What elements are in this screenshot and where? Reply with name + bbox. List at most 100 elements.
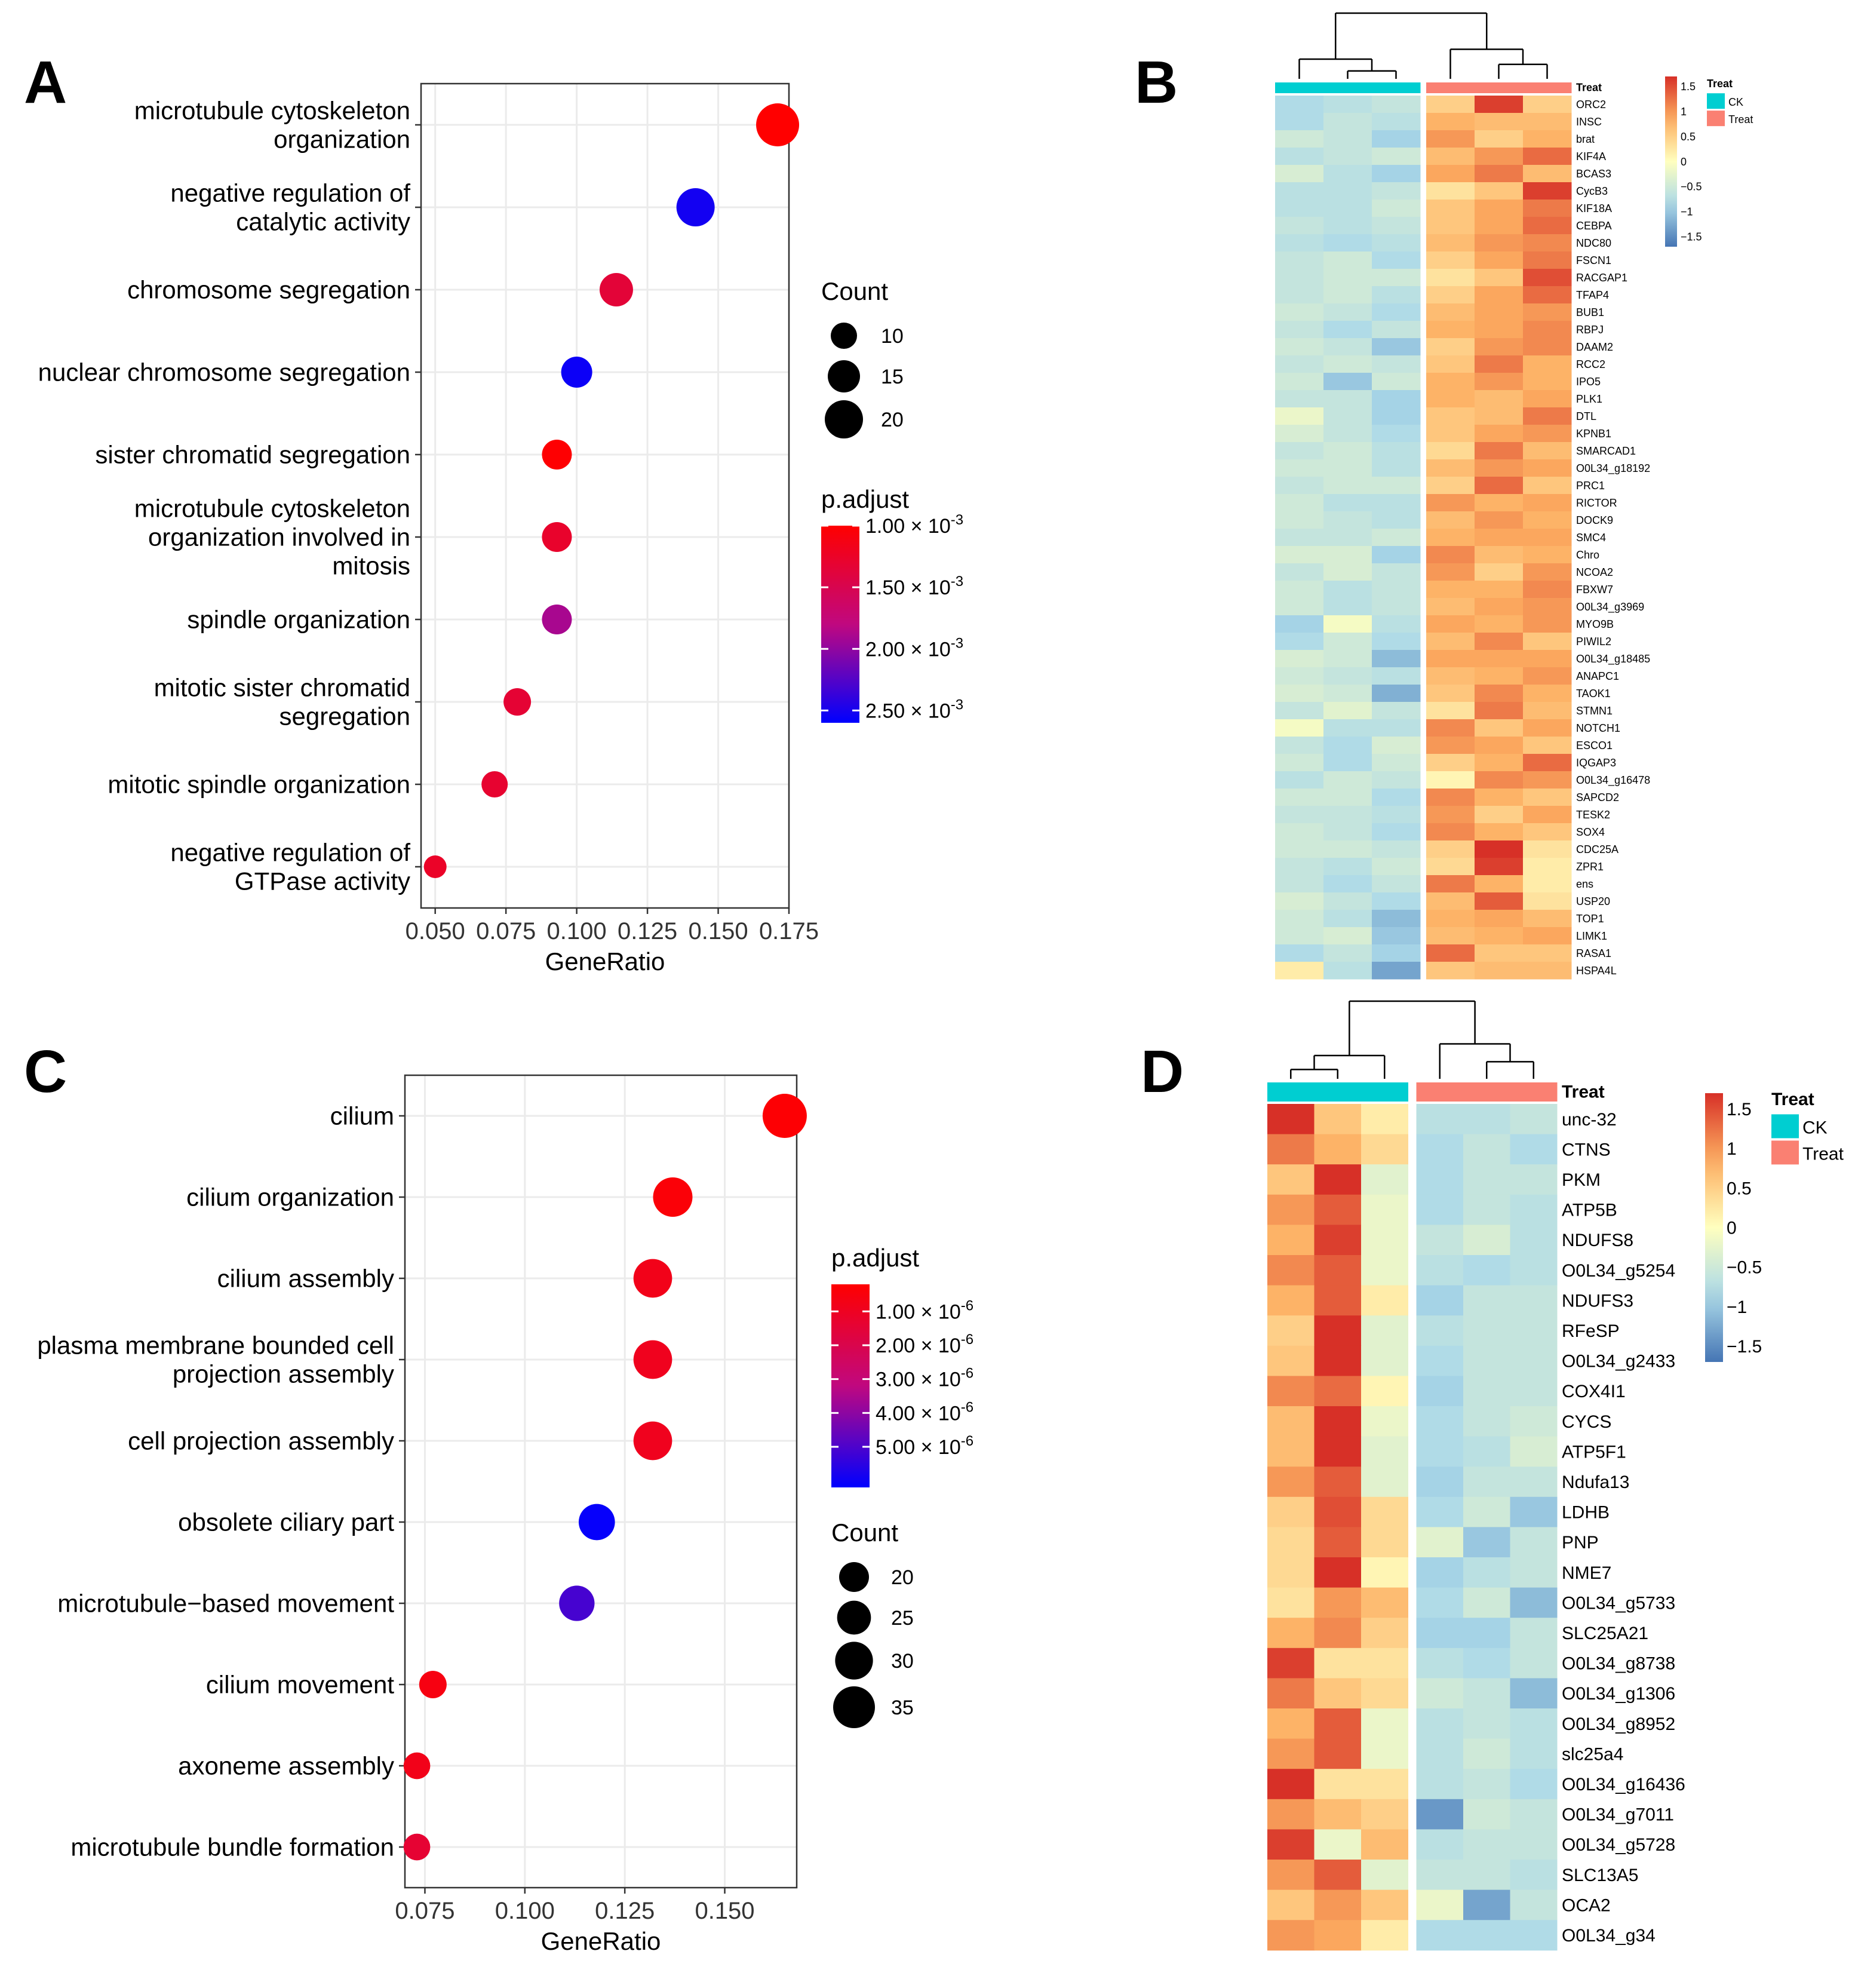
heatmap-cell: [1475, 217, 1524, 235]
heatmap-cell: [1475, 148, 1524, 165]
heatmap-cell: [1361, 1345, 1408, 1376]
heatmap-cell: [1463, 1678, 1510, 1709]
heatmap-cell: [1426, 442, 1475, 460]
row-label: LIMK1: [1576, 930, 1607, 942]
data-point: [503, 688, 532, 716]
heatmap-cell: [1323, 355, 1372, 373]
row-label: SAPCD2: [1576, 791, 1619, 803]
heatmap-cell: [1275, 615, 1324, 633]
category-label: organization: [274, 125, 410, 154]
heatmap-cell: [1361, 1467, 1408, 1498]
heatmap-cell: [1426, 737, 1475, 754]
heatmap-cell: [1372, 425, 1421, 443]
row-label: brat: [1576, 133, 1595, 145]
row-label: ZPR1: [1576, 861, 1604, 873]
heatmap-cell: [1523, 875, 1572, 893]
heatmap-cell: [1510, 1436, 1558, 1467]
heatmap-cell: [1372, 96, 1421, 113]
color-legend-mantissa: 2.00 × 10: [865, 638, 951, 661]
heatmap-cell: [1510, 1255, 1558, 1286]
heatmap-cell: [1314, 1194, 1362, 1225]
row-label: RACGAP1: [1576, 272, 1627, 284]
heatmap-cell: [1426, 407, 1475, 425]
plot-border: [420, 82, 790, 909]
heatmap-cell: [1361, 1618, 1408, 1649]
heatmap-cell: [1323, 442, 1372, 460]
heatmap-cell: [1475, 321, 1524, 339]
heatmap-cell: [1416, 1376, 1464, 1407]
heatmap-panel-B: ORC2 INSC brat KIF4A BCAS3 CycB3 KIF18A CEBPA ND…: [1135, 12, 1753, 980]
heatmap-cell: [1463, 1436, 1510, 1467]
heatmap-cell: [1275, 927, 1324, 945]
heatmap-cell: [1523, 667, 1572, 685]
heatmap-cell: [1463, 1799, 1510, 1830]
row-label: RASA1: [1576, 947, 1611, 959]
heatmap-cell: [1416, 1194, 1464, 1225]
row-label: DAAM2: [1576, 341, 1613, 353]
panel-label: B: [1135, 49, 1178, 116]
heatmap-cell: [1372, 529, 1421, 547]
heatmap-cell: [1463, 1557, 1510, 1588]
heatmap-cell: [1426, 615, 1475, 633]
panel-label: A: [24, 49, 67, 116]
category-label: mitotic spindle organization: [108, 771, 410, 799]
group-legend-label: CK: [1728, 96, 1743, 108]
heatmap-cell: [1275, 719, 1324, 737]
heatmap-cell: [1475, 823, 1524, 841]
heatmap-cell: [1475, 789, 1524, 806]
heatmap-cell: [1314, 1164, 1362, 1195]
row-label: PIWIL2: [1576, 636, 1611, 648]
heatmap-cell: [1523, 321, 1572, 339]
color-legend-label: 2.50 × 10-3: [865, 697, 963, 722]
heatmap-cell: [1416, 1285, 1464, 1316]
category-label: sister chromatid segregation: [95, 441, 410, 469]
heatmap-cell: [1267, 1618, 1315, 1649]
heatmap-cell: [1475, 563, 1524, 581]
data-point: [403, 1833, 431, 1861]
heatmap-cell: [1267, 1467, 1315, 1498]
heatmap-cell: [1323, 96, 1372, 113]
heatmap-cell: [1475, 390, 1524, 408]
heatmap-cell: [1523, 373, 1572, 391]
heatmap-cell: [1426, 286, 1475, 304]
heatmap-cell: [1361, 1889, 1408, 1920]
heatmap-cell: [1323, 148, 1372, 165]
row-label: O0L34_g16478: [1576, 774, 1650, 787]
heatmap-cell: [1426, 927, 1475, 945]
heatmap-cell: [1372, 875, 1421, 893]
heatmap-cell: [1475, 702, 1524, 720]
size-legend-label: 25: [891, 1607, 914, 1630]
heatmap-cell: [1372, 148, 1421, 165]
color-legend-exponent: -6: [961, 1433, 973, 1449]
heatmap-cell: [1475, 754, 1524, 772]
heatmap-cell: [1267, 1194, 1315, 1225]
heatmap-cell: [1416, 1436, 1464, 1467]
heatmap-cell: [1426, 806, 1475, 824]
color-legend-exponent: -6: [961, 1366, 973, 1382]
heatmap-cell: [1416, 1557, 1464, 1588]
heatmap-cell: [1372, 390, 1421, 408]
heatmap-cell: [1426, 771, 1475, 789]
heatmap-cell: [1416, 1406, 1464, 1437]
category-label: axoneme assembly: [178, 1752, 394, 1780]
heatmap-cell: [1475, 269, 1524, 287]
heatmap-cell: [1523, 633, 1572, 651]
heatmap-cell: [1275, 96, 1324, 113]
heatmap-cell: [1323, 303, 1372, 321]
heatmap-cell: [1475, 373, 1524, 391]
heatmap-cell: [1361, 1557, 1408, 1588]
row-label: O0L34_g18192: [1576, 462, 1650, 475]
heatmap-cell: [1267, 1678, 1315, 1709]
heatmap-cell: [1372, 667, 1421, 685]
heatmap-cell: [1475, 96, 1524, 113]
heatmap-cell: [1275, 269, 1324, 287]
heatmap-cell: [1361, 1708, 1408, 1740]
size-legend-dot: [825, 400, 863, 438]
row-label: TFAP4: [1576, 289, 1609, 301]
heatmap-cell: [1523, 217, 1572, 235]
heatmap-cell: [1275, 477, 1324, 495]
heatmap-cell: [1426, 113, 1475, 131]
heatmap-cell: [1314, 1406, 1362, 1437]
heatmap-cell: [1372, 407, 1421, 425]
heatmap-cell: [1475, 962, 1524, 980]
